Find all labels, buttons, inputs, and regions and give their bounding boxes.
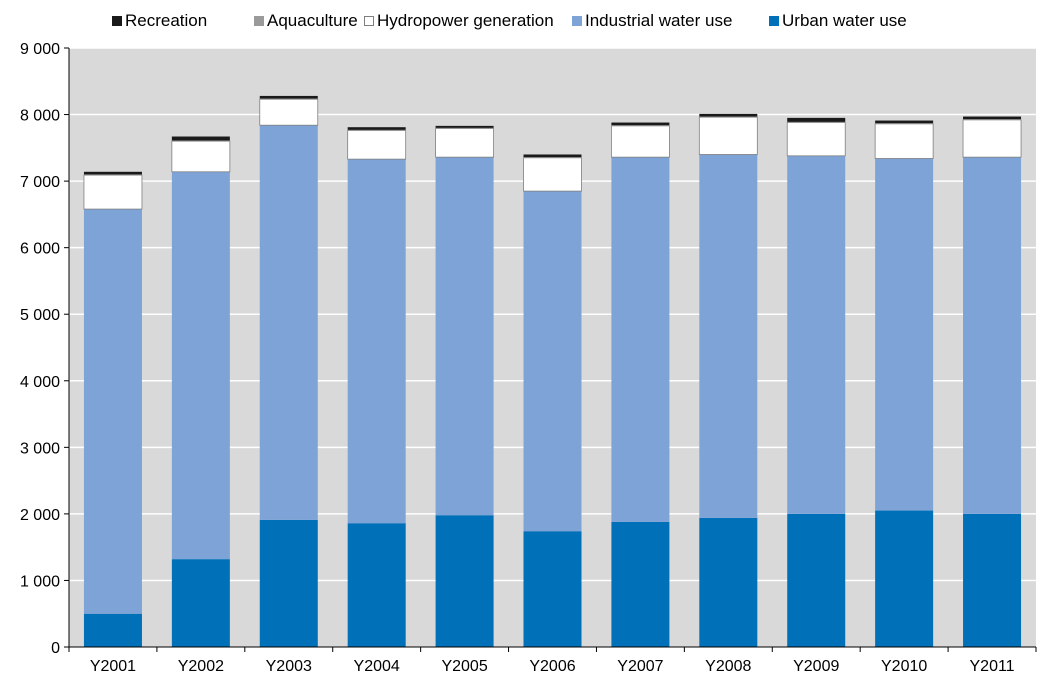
bar-recreation-y2001 (83, 171, 142, 175)
bar-industrial-water-use-y2006 (523, 191, 582, 532)
bar-hydropower-generation-y2005 (435, 128, 494, 158)
bar-industrial-water-use-y2002 (171, 171, 230, 560)
x-tick-label: Y2006 (529, 658, 575, 675)
bar-hydropower-generation-y2003 (259, 98, 319, 126)
y-tick-label: 0 (51, 640, 60, 657)
bar-recreation-y2007 (611, 122, 670, 126)
bar-urban-water-use-y2011 (963, 513, 1022, 647)
bar-industrial-water-use-y2007 (611, 157, 670, 522)
bar-recreation-y2004 (347, 127, 406, 130)
x-tick-label: Y2008 (705, 658, 751, 675)
legend-item-hydropower-generation: Hydropower generation (364, 8, 554, 34)
legend-item-aquaculture: Aquaculture (254, 8, 358, 34)
bar-urban-water-use-y2007 (611, 521, 670, 647)
y-tick-label: 2 000 (20, 507, 60, 524)
x-tick-label: Y2004 (354, 658, 400, 675)
bar-recreation-y2010 (875, 120, 934, 124)
bar-hydropower-generation-y2001 (83, 174, 143, 210)
legend-label: Recreation (125, 11, 208, 30)
x-tick-label: Y2003 (266, 658, 312, 675)
legend-swatch (112, 16, 122, 26)
legend-item-urban-water-use: Urban water use (769, 8, 907, 34)
y-tick-label: 3 000 (20, 440, 60, 457)
x-tick-label: Y2005 (441, 658, 487, 675)
bar-hydropower-generation-y2007 (611, 125, 670, 158)
bar-recreation-y2002 (171, 136, 230, 141)
y-tick-label: 1 000 (20, 573, 60, 590)
bar-aquaculture-y2007 (611, 125, 670, 126)
bar-urban-water-use-y2004 (347, 523, 406, 647)
y-tick-label: 9 000 (20, 41, 60, 58)
legend-label: Industrial water use (585, 11, 733, 30)
bar-industrial-water-use-y2008 (699, 154, 758, 518)
bar-urban-water-use-y2010 (875, 510, 934, 647)
bar-aquaculture-y2009 (787, 121, 846, 123)
bar-aquaculture-y2002 (171, 140, 230, 142)
bar-hydropower-generation-y2011 (962, 119, 1022, 158)
legend-item-industrial-water-use: Industrial water use (572, 8, 732, 34)
x-tick-label: Y2001 (90, 658, 136, 675)
x-tick-label: Y2009 (793, 658, 839, 675)
bar-hydropower-generation-y2004 (347, 130, 407, 160)
bar-industrial-water-use-y2001 (83, 209, 142, 614)
bar-recreation-y2006 (523, 154, 582, 158)
bar-recreation-y2005 (435, 125, 494, 128)
y-tick-label: 6 000 (20, 241, 60, 258)
legend-label: Urban water use (782, 11, 907, 30)
bar-industrial-water-use-y2004 (347, 159, 406, 524)
bar-recreation-y2008 (699, 113, 758, 117)
legend-swatch (769, 16, 779, 26)
bar-aquaculture-y2001 (83, 174, 142, 176)
bar-industrial-water-use-y2010 (875, 158, 934, 511)
bar-hydropower-generation-y2006 (523, 157, 582, 192)
x-tick-label: Y2007 (617, 658, 663, 675)
bar-hydropower-generation-y2009 (786, 122, 846, 157)
y-tick-label: 8 000 (20, 108, 60, 125)
bar-aquaculture-y2011 (963, 119, 1022, 120)
bar-hydropower-generation-y2008 (698, 116, 758, 155)
bar-urban-water-use-y2001 (83, 613, 142, 647)
bar-urban-water-use-y2006 (523, 531, 582, 647)
bar-aquaculture-y2010 (875, 123, 934, 124)
bar-urban-water-use-y2003 (259, 519, 318, 647)
bar-urban-water-use-y2002 (171, 559, 230, 647)
bar-urban-water-use-y2009 (787, 513, 846, 647)
bar-industrial-water-use-y2009 (787, 155, 846, 514)
bar-recreation-y2003 (259, 95, 318, 99)
bar-industrial-water-use-y2005 (435, 157, 494, 516)
x-tick-label: Y2011 (970, 658, 1015, 675)
x-tick-label: Y2010 (881, 658, 927, 675)
bar-aquaculture-y2005 (435, 127, 494, 129)
bar-urban-water-use-y2008 (699, 517, 758, 647)
bar-hydropower-generation-y2010 (874, 123, 934, 159)
bar-aquaculture-y2006 (523, 157, 582, 158)
y-tick-label: 5 000 (20, 307, 60, 324)
x-tick-label: Y2002 (178, 658, 224, 675)
legend-item-recreation: Recreation (112, 8, 207, 34)
legend-label: Aquaculture (267, 11, 358, 30)
bar-aquaculture-y2008 (699, 116, 758, 118)
bar-recreation-y2009 (787, 117, 846, 122)
legend-label: Hydropower generation (377, 11, 554, 30)
legend-swatch (254, 16, 264, 26)
bar-industrial-water-use-y2003 (259, 125, 318, 520)
bar-industrial-water-use-y2011 (963, 157, 1022, 514)
y-tick-label: 7 000 (20, 174, 60, 191)
legend-swatch (572, 16, 582, 26)
y-tick-label: 4 000 (20, 374, 60, 391)
bar-recreation-y2011 (963, 116, 1022, 120)
legend: Recreation Aquaculture Hydropower generati… (0, 8, 1043, 34)
bar-aquaculture-y2003 (259, 98, 318, 100)
bar-hydropower-generation-y2002 (171, 140, 231, 173)
bar-aquaculture-y2004 (347, 129, 406, 131)
legend-swatch (364, 16, 374, 26)
bar-urban-water-use-y2005 (435, 515, 494, 647)
